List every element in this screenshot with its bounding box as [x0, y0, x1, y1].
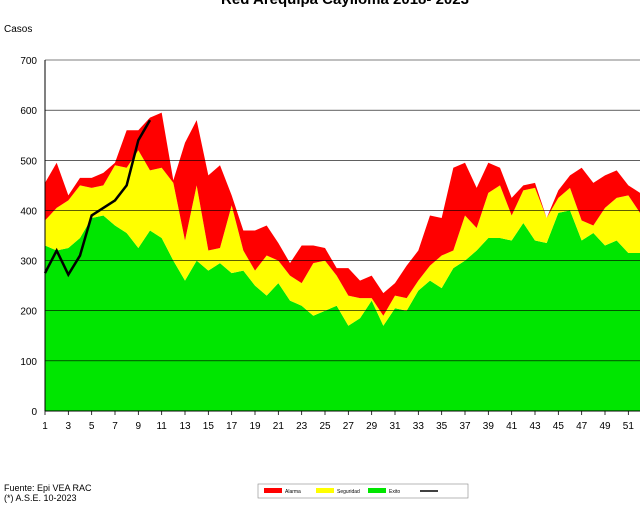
- y-tick-label: 200: [20, 307, 37, 318]
- note: (*) A.S.E. 10-2023: [4, 493, 77, 503]
- y-tick-label: 400: [20, 206, 37, 217]
- x-tick-label: 21: [273, 421, 285, 432]
- y-tick-label: 300: [20, 257, 37, 268]
- x-tick-label: 9: [136, 421, 142, 432]
- x-tick-label: 49: [599, 421, 611, 432]
- legend-swatch: [316, 488, 334, 493]
- x-tick-label: 17: [226, 421, 238, 432]
- legend-label: Seguridad: [337, 489, 360, 495]
- x-tick-label: 35: [436, 421, 448, 432]
- x-tick-label: 47: [576, 421, 588, 432]
- x-tick-label: 5: [89, 421, 95, 432]
- x-tick-label: 29: [366, 421, 378, 432]
- x-tick-label: 25: [319, 421, 331, 432]
- y-tick-label: 700: [20, 56, 37, 67]
- y-tick-label: 600: [20, 106, 37, 117]
- legend-swatch: [368, 488, 386, 493]
- x-tick-label: 15: [203, 421, 215, 432]
- x-tick-label: 33: [413, 421, 425, 432]
- x-tick-label: 51: [623, 421, 635, 432]
- x-tick-label: 23: [296, 421, 308, 432]
- legend-box: [257, 483, 469, 499]
- x-tick-label: 13: [179, 421, 191, 432]
- x-tick-label: 41: [506, 421, 518, 432]
- line: [43, 119, 152, 278]
- source: Fuente: Epi VEA RAC: [4, 483, 92, 493]
- legend-label: Alarma: [285, 489, 301, 495]
- y-tick-label: 100: [20, 357, 37, 368]
- area: [45, 112, 640, 316]
- x-tick-label: 7: [112, 421, 118, 432]
- x-tick-label: 1: [42, 421, 48, 432]
- x-tick-label: 19: [249, 421, 261, 432]
- y-axis-label: Casos: [4, 24, 32, 35]
- y-tick-label: 0: [31, 407, 37, 418]
- x-tick-label: 39: [483, 421, 495, 432]
- y-tick-label: 500: [20, 156, 37, 167]
- x-tick-label: 45: [553, 421, 565, 432]
- x-tick-label: 11: [156, 421, 167, 432]
- x-tick-label: 43: [529, 421, 541, 432]
- x-tick-label: 27: [343, 421, 355, 432]
- legend-swatch: [264, 488, 282, 493]
- chart-title: Red Arequipa Caylloma 2018- 2023: [221, 0, 469, 8]
- legend-label: Exito: [389, 489, 400, 495]
- x-tick-label: 37: [459, 421, 471, 432]
- x-tick-label: 31: [389, 421, 401, 432]
- x-tick-label: 3: [66, 421, 72, 432]
- area: [45, 150, 640, 326]
